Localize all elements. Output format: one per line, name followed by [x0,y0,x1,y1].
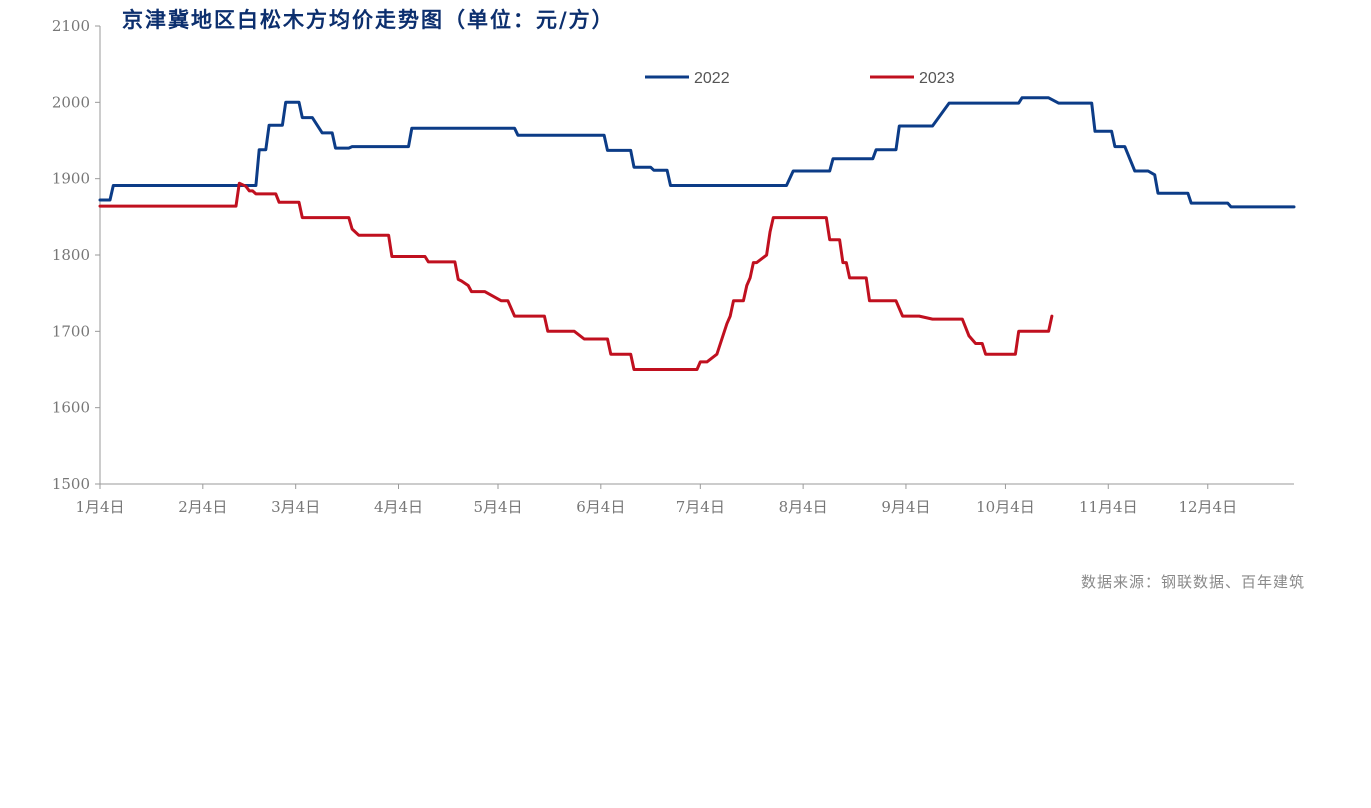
legend-label: 2023 [919,70,955,87]
series-layer [98,96,1296,371]
data-source-note: 数据来源：钢联数据、百年建筑 [1081,573,1305,591]
y-axis-ticks: 1500 1600 1700 1800 1900 2000 2100 [52,17,100,493]
y-tick-label: 1800 [52,246,90,264]
legend: 2022 2023 [645,70,955,87]
x-tick-label: 4月4日 [374,498,423,516]
x-tick-label: 10月4日 [976,498,1035,516]
x-tick-label: 9月4日 [881,498,930,516]
x-tick-label: 11月4日 [1079,498,1138,516]
x-tick-label: 1月4日 [75,498,124,516]
series-line-2023 [98,181,1054,371]
x-axis-ticks: 1月4日 2月4日 3月4日 4月4日 5月4日 6月4日 7月4日 8月4日 9月4日 10月4… [75,484,1237,516]
legend-label: 2022 [694,70,730,87]
x-tick-label: 6月4日 [576,498,625,516]
x-tick-label: 8月4日 [779,498,828,516]
y-tick-label: 2100 [52,17,90,35]
x-tick-label: 7月4日 [676,498,725,516]
x-tick-label: 5月4日 [473,498,522,516]
x-tick-label: 3月4日 [271,498,320,516]
y-tick-label: 2000 [52,93,90,111]
y-tick-label: 1500 [52,475,90,493]
y-tick-label: 1900 [52,170,90,188]
legend-item-2022: 2022 [645,70,730,87]
x-tick-label: 12月4日 [1178,498,1237,516]
legend-item-2023: 2023 [870,70,955,87]
y-tick-label: 1700 [52,322,90,340]
x-tick-label: 2月4日 [178,498,227,516]
chart-title: 京津冀地区白松木方均价走势图（单位：元/方） [122,7,615,32]
y-tick-label: 1600 [52,399,90,417]
series-line-2022 [98,96,1296,209]
